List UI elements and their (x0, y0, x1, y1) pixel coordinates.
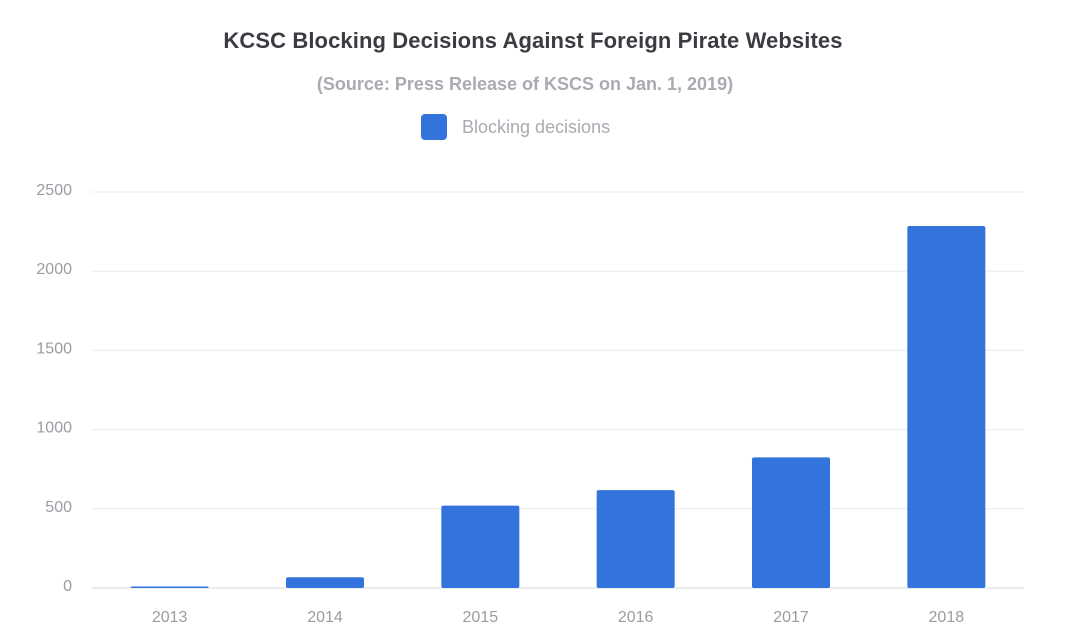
legend-label: Blocking decisions (462, 116, 611, 137)
y-tick-label: 0 (63, 578, 72, 595)
x-tick-label: 2018 (929, 609, 965, 626)
x-tick-label: 2015 (463, 609, 499, 626)
bar (441, 505, 520, 588)
x-tick-label: 2017 (773, 609, 809, 626)
x-tick-label: 2014 (307, 609, 343, 626)
y-tick-label: 500 (45, 499, 72, 516)
legend[interactable]: Blocking decisions (421, 114, 610, 140)
bar (752, 457, 830, 588)
legend-swatch (421, 114, 447, 140)
chart-title: KCSC Blocking Decisions Against Foreign … (223, 28, 843, 53)
bar (907, 226, 986, 588)
chart-subtitle: (Source: Press Release of KSCS on Jan. 1… (316, 74, 734, 94)
bar (130, 586, 209, 588)
bar (286, 577, 364, 588)
y-tick-label: 2000 (36, 261, 72, 278)
bar (596, 490, 675, 588)
y-tick-label: 1000 (36, 420, 72, 437)
x-tick-label: 2016 (618, 609, 654, 626)
x-tick-label: 2013 (152, 609, 188, 626)
y-tick-label: 1500 (36, 340, 72, 357)
y-tick-label: 2500 (36, 182, 72, 199)
